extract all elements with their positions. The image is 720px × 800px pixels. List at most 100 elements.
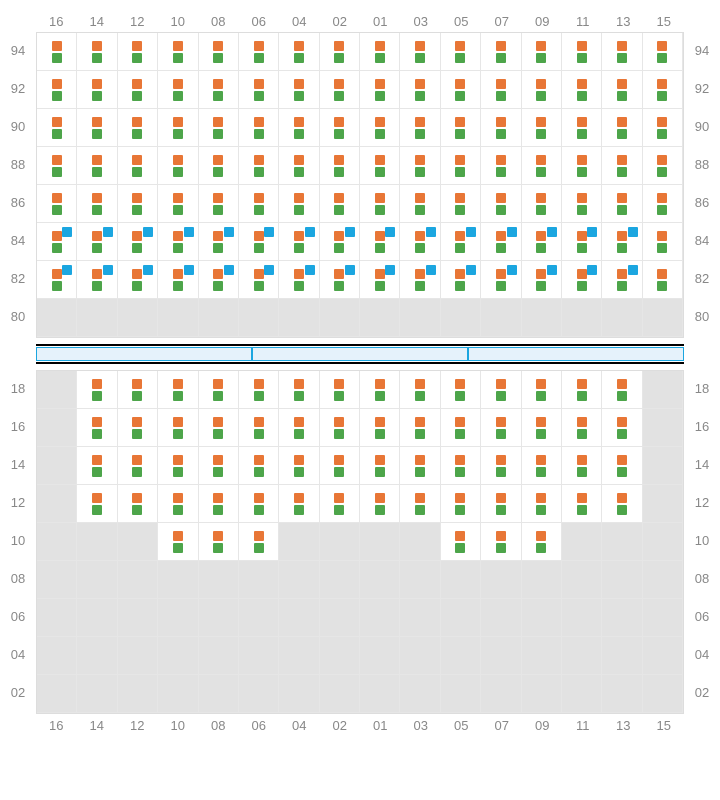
grid-cell[interactable]: [562, 223, 602, 261]
grid-cell[interactable]: [602, 485, 642, 523]
grid-cell[interactable]: [522, 223, 562, 261]
grid-cell[interactable]: [320, 147, 360, 185]
grid-cell[interactable]: [400, 409, 440, 447]
grid-cell[interactable]: [400, 109, 440, 147]
grid-cell[interactable]: [522, 409, 562, 447]
grid-cell[interactable]: [602, 223, 642, 261]
grid-cell[interactable]: [602, 447, 642, 485]
grid-cell[interactable]: [199, 223, 239, 261]
grid-cell[interactable]: [481, 409, 521, 447]
grid-cell[interactable]: [360, 71, 400, 109]
grid-cell[interactable]: [522, 371, 562, 409]
grid-cell[interactable]: [77, 261, 117, 299]
grid-cell[interactable]: [441, 485, 481, 523]
grid-cell[interactable]: [400, 371, 440, 409]
grid-cell[interactable]: [199, 261, 239, 299]
grid-cell[interactable]: [562, 109, 602, 147]
grid-cell[interactable]: [279, 371, 319, 409]
grid-cell[interactable]: [400, 485, 440, 523]
grid-cell[interactable]: [602, 147, 642, 185]
grid-cell[interactable]: [320, 485, 360, 523]
grid-cell[interactable]: [279, 147, 319, 185]
grid-cell[interactable]: [360, 485, 400, 523]
grid-cell[interactable]: [562, 261, 602, 299]
grid-cell[interactable]: [118, 109, 158, 147]
grid-cell[interactable]: [481, 109, 521, 147]
grid-cell[interactable]: [602, 185, 642, 223]
grid-cell[interactable]: [239, 523, 279, 561]
grid-cell[interactable]: [562, 71, 602, 109]
grid-cell[interactable]: [441, 185, 481, 223]
grid-cell[interactable]: [360, 261, 400, 299]
grid-cell[interactable]: [481, 485, 521, 523]
grid-cell[interactable]: [481, 33, 521, 71]
grid-cell[interactable]: [522, 109, 562, 147]
grid-cell[interactable]: [239, 223, 279, 261]
grid-cell[interactable]: [602, 109, 642, 147]
grid-cell[interactable]: [360, 185, 400, 223]
grid-cell[interactable]: [562, 409, 602, 447]
grid-cell[interactable]: [522, 185, 562, 223]
grid-cell[interactable]: [239, 185, 279, 223]
grid-cell[interactable]: [158, 261, 198, 299]
grid-cell[interactable]: [400, 147, 440, 185]
grid-cell[interactable]: [320, 409, 360, 447]
grid-cell[interactable]: [239, 447, 279, 485]
grid-cell[interactable]: [239, 261, 279, 299]
grid-cell[interactable]: [441, 409, 481, 447]
grid-cell[interactable]: [158, 147, 198, 185]
grid-cell[interactable]: [562, 147, 602, 185]
grid-cell[interactable]: [562, 447, 602, 485]
grid-cell[interactable]: [602, 409, 642, 447]
grid-cell[interactable]: [643, 71, 683, 109]
grid-cell[interactable]: [199, 409, 239, 447]
grid-cell[interactable]: [441, 147, 481, 185]
grid-cell[interactable]: [441, 71, 481, 109]
grid-cell[interactable]: [77, 223, 117, 261]
grid-cell[interactable]: [360, 409, 400, 447]
grid-cell[interactable]: [481, 147, 521, 185]
grid-cell[interactable]: [77, 409, 117, 447]
grid-cell[interactable]: [77, 485, 117, 523]
grid-cell[interactable]: [158, 109, 198, 147]
grid-cell[interactable]: [522, 33, 562, 71]
grid-cell[interactable]: [199, 147, 239, 185]
grid-cell[interactable]: [643, 147, 683, 185]
grid-cell[interactable]: [400, 261, 440, 299]
grid-cell[interactable]: [118, 71, 158, 109]
grid-cell[interactable]: [643, 185, 683, 223]
grid-cell[interactable]: [360, 109, 400, 147]
grid-cell[interactable]: [360, 33, 400, 71]
grid-cell[interactable]: [522, 147, 562, 185]
grid-cell[interactable]: [158, 523, 198, 561]
grid-cell[interactable]: [279, 223, 319, 261]
grid-cell[interactable]: [562, 485, 602, 523]
grid-cell[interactable]: [522, 447, 562, 485]
grid-cell[interactable]: [522, 71, 562, 109]
grid-cell[interactable]: [118, 371, 158, 409]
grid-cell[interactable]: [441, 261, 481, 299]
grid-cell[interactable]: [158, 485, 198, 523]
grid-cell[interactable]: [118, 447, 158, 485]
grid-cell[interactable]: [643, 33, 683, 71]
grid-cell[interactable]: [441, 523, 481, 561]
grid-cell[interactable]: [643, 223, 683, 261]
grid-cell[interactable]: [522, 485, 562, 523]
grid-cell[interactable]: [320, 185, 360, 223]
grid-cell[interactable]: [320, 109, 360, 147]
grid-cell[interactable]: [199, 371, 239, 409]
grid-cell[interactable]: [320, 33, 360, 71]
grid-cell[interactable]: [400, 223, 440, 261]
grid-cell[interactable]: [441, 223, 481, 261]
grid-cell[interactable]: [522, 523, 562, 561]
grid-cell[interactable]: [320, 223, 360, 261]
grid-cell[interactable]: [360, 371, 400, 409]
grid-cell[interactable]: [158, 71, 198, 109]
grid-cell[interactable]: [158, 371, 198, 409]
grid-cell[interactable]: [320, 261, 360, 299]
grid-cell[interactable]: [199, 185, 239, 223]
grid-cell[interactable]: [481, 523, 521, 561]
grid-cell[interactable]: [360, 223, 400, 261]
grid-cell[interactable]: [118, 409, 158, 447]
grid-cell[interactable]: [400, 185, 440, 223]
